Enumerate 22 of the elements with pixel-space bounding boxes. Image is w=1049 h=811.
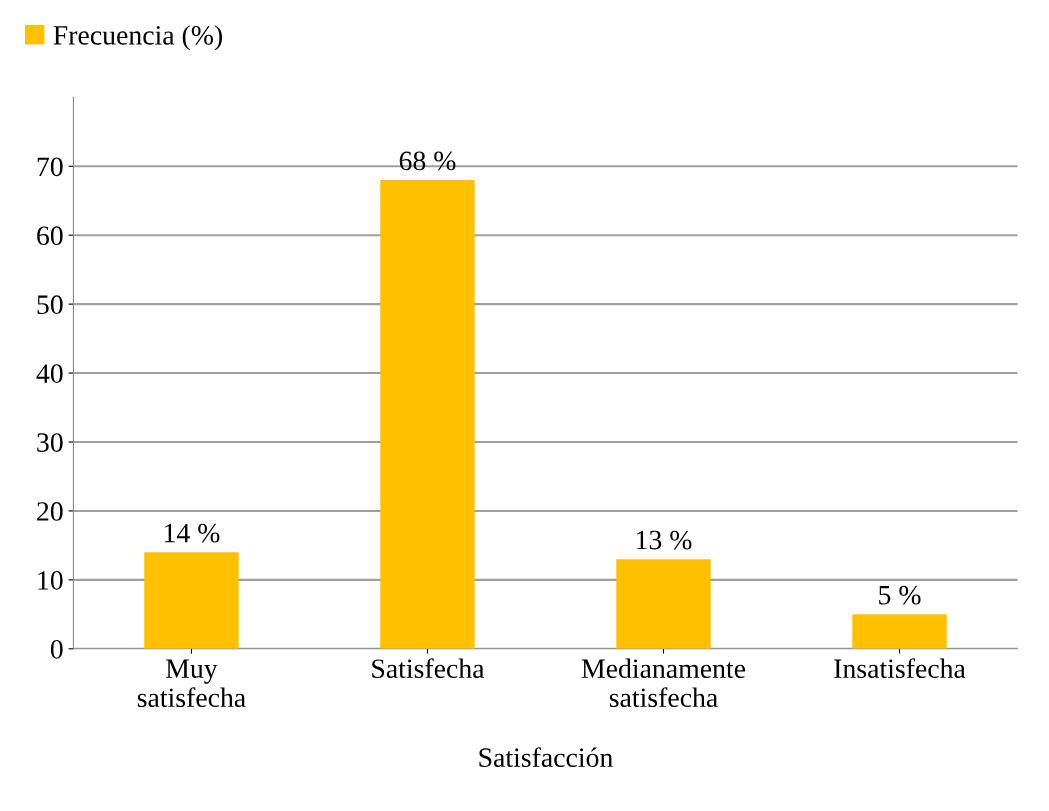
legend-label: Frecuencia (%) bbox=[53, 25, 222, 51]
x-tick-label: Muy satisfecha bbox=[137, 659, 246, 708]
y-tick-label: 40 bbox=[36, 364, 63, 383]
bar bbox=[852, 614, 947, 649]
data-label: 14 % bbox=[164, 523, 220, 543]
data-label: 68 % bbox=[399, 151, 456, 171]
data-label: 5 % bbox=[879, 585, 921, 605]
x-tick-label: Insatisfecha bbox=[834, 658, 966, 679]
bar bbox=[380, 180, 475, 649]
y-tick-label: 70 bbox=[37, 157, 63, 177]
y-tick-label: 30 bbox=[37, 433, 63, 452]
bar bbox=[144, 552, 239, 649]
x-axis-title: Satisfacción bbox=[479, 747, 613, 768]
y-tick-label: 10 bbox=[38, 571, 63, 590]
x-tick-label: Satisfecha bbox=[372, 658, 485, 679]
data-label: 13 % bbox=[637, 530, 692, 550]
y-tick-label: 20 bbox=[37, 502, 63, 521]
x-tick-label: Medianamente satisfecha bbox=[581, 658, 746, 708]
y-tick-label: 60 bbox=[37, 226, 63, 246]
y-tick-label: 0 bbox=[50, 639, 63, 659]
bar bbox=[616, 559, 711, 649]
y-tick-label: 50 bbox=[37, 295, 63, 315]
